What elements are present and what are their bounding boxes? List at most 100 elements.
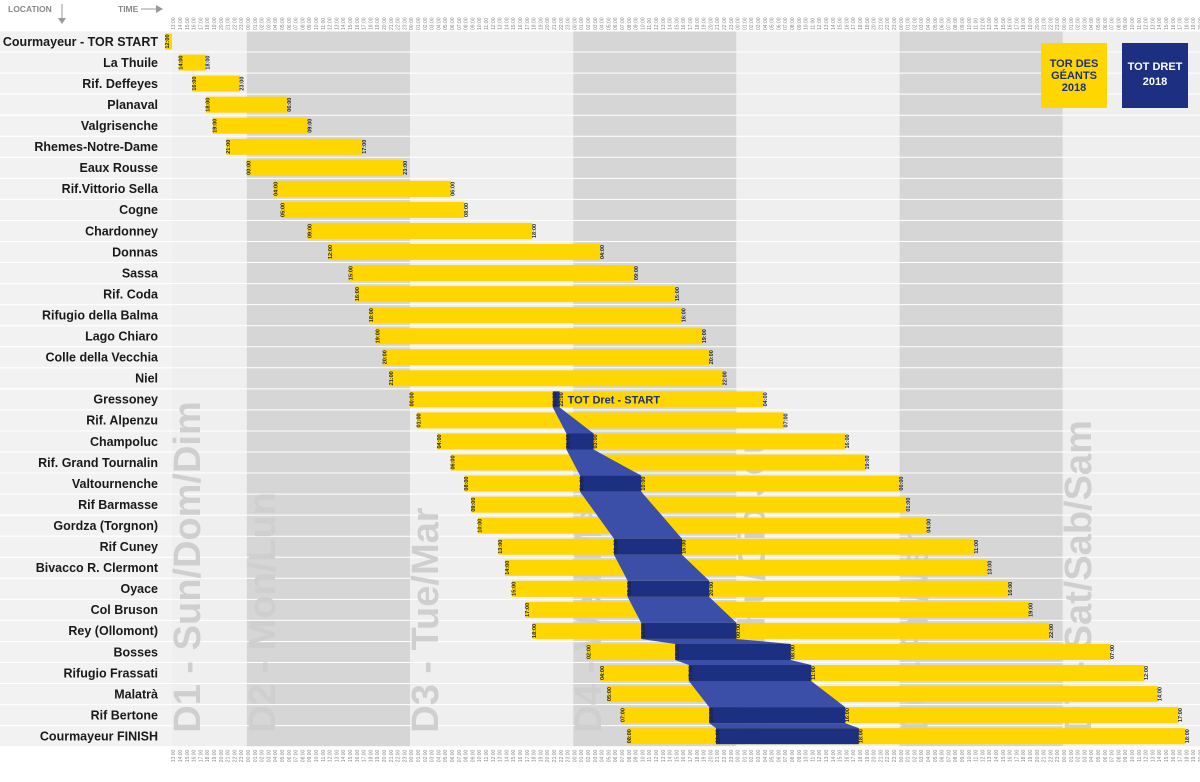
tick-label-top: 00:00 xyxy=(899,17,905,30)
tick-label-top: 09:00 xyxy=(634,17,640,30)
tdg-end-time-label: 22:00 xyxy=(1049,624,1055,638)
tick-label-bottom: 07:00 xyxy=(457,749,463,762)
tdg-start-time-label: 14:00 xyxy=(505,561,511,575)
tdg-start-time-label: 20:00 xyxy=(382,350,388,364)
tick-label-bottom: 00:00 xyxy=(246,749,252,762)
tdg-end-time-label: 16:00 xyxy=(1008,582,1014,596)
tick-label-top: 22:00 xyxy=(396,17,402,30)
tick-label-top: 18:00 xyxy=(205,17,211,30)
tdg-bar xyxy=(498,538,975,555)
location-label: Planaval xyxy=(107,98,158,112)
tick-label-bottom: 21:00 xyxy=(389,749,395,762)
tick-label-bottom: 19:00 xyxy=(1028,749,1034,762)
location-label: Rif. Coda xyxy=(103,287,159,301)
tick-label-bottom: 17:00 xyxy=(1014,749,1020,762)
tot-bar xyxy=(675,643,791,660)
tick-label-top: 10:00 xyxy=(804,17,810,30)
tdg-start-time-label: 18:00 xyxy=(369,308,375,322)
tick-label-bottom: 00:00 xyxy=(409,749,415,762)
tick-label-bottom: 15:00 xyxy=(348,749,354,762)
tick-label-top: 20:00 xyxy=(1035,17,1041,30)
tdg-end-time-label: 09:00 xyxy=(308,119,314,133)
tick-label-bottom: 03:00 xyxy=(593,749,599,762)
day-label: D2 - Mon/Lun xyxy=(242,492,284,733)
tick-label-bottom: 03:00 xyxy=(756,749,762,762)
tot-bar xyxy=(614,538,682,555)
tdg-end-time-label: 12:00 xyxy=(1144,666,1150,680)
tdg-end-time-label: 18:00 xyxy=(206,56,212,70)
tick-label-top: 14:00 xyxy=(994,17,1000,30)
tot-end-time-label: 08:00 xyxy=(790,645,796,659)
legend-tot-line1: TOT DRET xyxy=(1128,61,1183,73)
tick-label-top: 21:00 xyxy=(389,17,395,30)
tick-label-bottom: 12:00 xyxy=(654,749,660,762)
tick-label-bottom: 23:00 xyxy=(729,749,735,762)
tick-label-top: 15:00 xyxy=(838,17,844,30)
tdg-start-time-label: 15:00 xyxy=(512,582,518,596)
tick-label-bottom: 11:00 xyxy=(974,749,980,761)
tick-label-bottom: 02:00 xyxy=(912,749,918,762)
tdg-bar xyxy=(416,412,784,429)
tick-label-top: 01:00 xyxy=(742,17,748,30)
tot-start-time-label: 08:00 xyxy=(627,582,633,596)
tdg-start-time-label: 15:00 xyxy=(348,266,354,280)
tdg-end-time-label: 13:00 xyxy=(988,561,994,575)
tick-label-top: 15:00 xyxy=(1001,17,1007,30)
tot-bar xyxy=(709,707,846,724)
location-label: Sassa xyxy=(122,266,159,280)
tick-label-top: 11:00 xyxy=(1137,18,1143,30)
tdg-end-time-label: 04:00 xyxy=(763,392,769,406)
location-label: Courmayeur FINISH xyxy=(40,729,158,743)
tdg-bar xyxy=(607,686,1158,703)
tick-label-top: 23:00 xyxy=(402,17,408,30)
tick-label-bottom: 15:00 xyxy=(838,749,844,762)
tdg-end-time-label: 06:00 xyxy=(450,182,456,196)
tot-start-time-label: 10:00 xyxy=(641,624,647,638)
tick-label-bottom: 11:00 xyxy=(1137,749,1143,761)
location-arrow-head-icon xyxy=(58,18,66,24)
tick-label-bottom: 18:00 xyxy=(858,749,864,762)
tick-label-bottom: 02:00 xyxy=(586,749,592,762)
tick-label-bottom: 21:00 xyxy=(878,749,884,762)
tick-label-bottom: 06:00 xyxy=(776,749,782,762)
tick-label-bottom: 10:00 xyxy=(314,749,320,762)
tick-label-bottom: 16:00 xyxy=(1008,749,1014,762)
tick-label-top: 20:00 xyxy=(708,17,714,30)
tick-label-top: 18:00 xyxy=(532,17,538,30)
tick-label-bottom: 20:00 xyxy=(382,749,388,762)
tdg-bar xyxy=(586,643,1111,660)
legend-tdg-line3: 2018 xyxy=(1062,82,1086,94)
tdg-bar xyxy=(178,54,206,71)
tick-label-bottom: 06:00 xyxy=(450,749,456,762)
tdg-start-time-label: 14:00 xyxy=(178,56,184,70)
tdg-bar xyxy=(206,96,288,113)
location-label: Rif. Alpenzu xyxy=(86,414,158,428)
tick-label-bottom: 14:00 xyxy=(994,749,1000,762)
tick-label-top: 10:00 xyxy=(314,17,320,30)
tdg-bar xyxy=(308,222,533,239)
tdg-start-time-label: 16:00 xyxy=(355,287,361,301)
tick-label-bottom: 23:00 xyxy=(239,749,245,762)
tdg-bar xyxy=(532,622,1050,639)
tick-label-bottom: 16:00 xyxy=(355,749,361,762)
location-label: Rif Cuney xyxy=(100,540,158,554)
tick-label-top: 23:00 xyxy=(239,17,245,30)
tick-label-top: 13:00 xyxy=(824,17,830,30)
tick-label-top: 08:00 xyxy=(464,17,470,30)
tick-label-bottom: 22:00 xyxy=(1048,749,1054,762)
tot-bar xyxy=(580,475,642,492)
tot-bar xyxy=(627,580,710,597)
tdg-start-time-label: 18:00 xyxy=(206,98,212,112)
tdg-end-time-label: 01:00 xyxy=(906,498,912,512)
tick-label-bottom: 13:00 xyxy=(171,749,177,762)
tick-label-bottom: 17:00 xyxy=(525,749,531,762)
tick-label-top: 00:00 xyxy=(1062,17,1068,30)
tdg-end-time-label: 15:00 xyxy=(675,287,681,301)
tick-label-top: 23:00 xyxy=(566,17,572,30)
tick-label-bottom: 00:00 xyxy=(899,749,905,762)
tick-label-top: 08:00 xyxy=(627,17,633,30)
tdg-bar xyxy=(369,307,682,324)
tdg-start-time-label: 09:00 xyxy=(471,498,477,512)
tick-label-top: 21:00 xyxy=(1042,17,1048,30)
